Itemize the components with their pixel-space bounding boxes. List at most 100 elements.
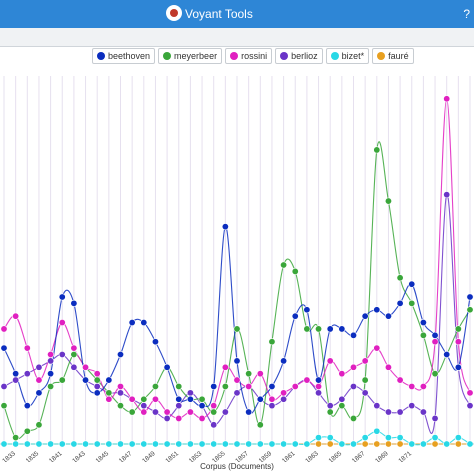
x-tick-label: 1833 — [1, 450, 17, 462]
data-point-0 — [210, 382, 218, 390]
data-point-3 — [326, 402, 334, 410]
data-point-1 — [47, 382, 55, 390]
data-point-4 — [163, 440, 171, 448]
data-point-1 — [361, 376, 369, 384]
data-point-3 — [47, 357, 55, 365]
data-point-4 — [93, 440, 101, 448]
legend-item-1[interactable]: meyerbeer — [158, 48, 223, 64]
data-point-2 — [93, 370, 101, 378]
legend-swatch-icon — [377, 52, 386, 60]
data-point-2 — [12, 312, 20, 320]
data-point-0 — [35, 389, 43, 397]
data-point-4 — [70, 440, 78, 448]
data-point-0 — [198, 402, 206, 410]
x-tick-label: 1845 — [95, 450, 111, 462]
data-point-3 — [396, 408, 404, 416]
data-point-0 — [128, 319, 136, 327]
data-point-4 — [466, 440, 474, 448]
data-point-4 — [105, 440, 113, 448]
data-point-4 — [384, 434, 392, 442]
help-button[interactable]: ? — [463, 7, 470, 21]
data-point-4 — [443, 440, 451, 448]
data-point-0 — [349, 331, 357, 339]
data-point-1 — [117, 402, 125, 410]
data-point-1 — [419, 331, 427, 339]
data-point-3 — [117, 389, 125, 397]
data-point-3 — [268, 402, 276, 410]
data-point-0 — [221, 223, 229, 231]
data-point-4 — [151, 440, 159, 448]
data-point-4 — [303, 440, 311, 448]
data-point-2 — [140, 408, 148, 416]
data-point-1 — [245, 370, 253, 378]
data-point-5 — [373, 440, 381, 448]
data-point-0 — [291, 312, 299, 320]
data-point-1 — [384, 197, 392, 205]
data-point-0 — [233, 357, 241, 365]
data-point-0 — [419, 319, 427, 327]
data-point-3 — [58, 350, 66, 358]
x-tick-label: 1849 — [141, 450, 157, 462]
x-tick-label: 1843 — [71, 450, 87, 462]
data-point-1 — [23, 427, 31, 435]
data-point-4 — [280, 440, 288, 448]
data-point-0 — [384, 312, 392, 320]
data-point-4 — [12, 440, 20, 448]
data-point-2 — [256, 370, 264, 378]
data-point-5 — [315, 440, 323, 448]
data-point-3 — [315, 389, 323, 397]
data-point-0 — [396, 299, 404, 307]
data-point-2 — [128, 395, 136, 403]
data-point-3 — [23, 370, 31, 378]
data-point-2 — [175, 414, 183, 422]
data-point-1 — [326, 408, 334, 416]
legend-item-5[interactable]: fauré — [372, 48, 414, 64]
data-point-0 — [70, 299, 78, 307]
data-point-2 — [326, 357, 334, 365]
data-point-3 — [35, 363, 43, 371]
data-point-5 — [431, 440, 439, 448]
x-tick-label: 1851 — [164, 450, 180, 462]
data-point-4 — [268, 440, 276, 448]
data-point-2 — [291, 382, 299, 390]
x-tick-label: 1857 — [234, 450, 250, 462]
data-point-4 — [408, 440, 416, 448]
data-point-0 — [326, 325, 334, 333]
data-point-2 — [268, 395, 276, 403]
legend-item-0[interactable]: beethoven — [92, 48, 156, 64]
data-point-2 — [198, 414, 206, 422]
data-point-2 — [35, 376, 43, 384]
x-tick-label: 1859 — [258, 450, 274, 462]
data-point-0 — [431, 331, 439, 339]
data-point-2 — [373, 344, 381, 352]
legend-item-4[interactable]: bizet* — [325, 48, 370, 64]
data-point-4 — [221, 440, 229, 448]
data-point-4 — [349, 440, 357, 448]
data-point-2 — [338, 370, 346, 378]
data-point-4 — [454, 434, 462, 442]
data-point-3 — [0, 382, 8, 390]
legend-swatch-icon — [163, 52, 172, 60]
data-point-2 — [245, 382, 253, 390]
data-point-4 — [326, 434, 334, 442]
legend-item-3[interactable]: berlioz — [275, 48, 323, 64]
legend-item-2[interactable]: rossini — [225, 48, 273, 64]
data-point-0 — [175, 395, 183, 403]
voyant-logo-icon — [166, 5, 182, 21]
data-point-4 — [117, 440, 125, 448]
data-point-4 — [58, 440, 66, 448]
data-point-2 — [280, 389, 288, 397]
data-point-2 — [303, 376, 311, 384]
data-point-1 — [349, 414, 357, 422]
data-point-0 — [82, 376, 90, 384]
app-titlebar: Voyant Tools ? — [0, 0, 474, 28]
data-point-2 — [105, 395, 113, 403]
data-point-2 — [408, 382, 416, 390]
data-point-2 — [443, 95, 451, 103]
data-point-1 — [140, 395, 148, 403]
data-point-0 — [408, 280, 416, 288]
data-point-1 — [210, 408, 218, 416]
data-point-2 — [163, 408, 171, 416]
data-point-0 — [12, 370, 20, 378]
data-point-4 — [128, 440, 136, 448]
